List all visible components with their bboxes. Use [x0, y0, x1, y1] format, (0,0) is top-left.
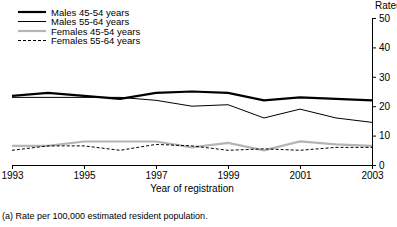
x-tick-label: 1993: [1, 170, 24, 181]
x-tick: 1999: [217, 165, 240, 181]
x-tick-label: 1995: [73, 170, 96, 181]
x-axis: 1993 1995 1997 1999 2001 2003: [1, 165, 384, 181]
x-tick-mark: [12, 165, 13, 169]
y-tick-label: 10: [379, 130, 391, 141]
y-tick-mark: [372, 106, 376, 107]
y-axis: 0 10 20 30 40 50: [372, 13, 391, 171]
x-tick: 1995: [73, 165, 96, 181]
x-tick-label: 1997: [145, 170, 168, 181]
legend-label: Females 55-64 years: [51, 35, 140, 46]
y-tick: 50: [372, 13, 391, 24]
series-line: [12, 92, 372, 101]
x-tick-label: 1999: [217, 170, 240, 181]
x-tick-label: 2003: [361, 170, 384, 181]
y-tick: 0: [372, 160, 385, 171]
y-tick-label: 40: [379, 42, 391, 53]
chart: 1993 1995 1997 1999 2001 20030 10 20 30 40 50 Males…: [0, 0, 397, 227]
y-tick-mark: [372, 77, 376, 78]
x-tick-mark: [156, 165, 157, 169]
y-tick-label: 0: [379, 160, 385, 171]
x-tick-mark: [300, 165, 301, 169]
legend-key: [18, 30, 46, 32]
y-tick: 20: [372, 101, 391, 112]
legend: Males 45-54 yearsMales 55-64 yearsFemale…: [18, 7, 140, 47]
footnote: (a) Rate per 100,000 estimated resident …: [2, 211, 208, 221]
x-tick-mark: [84, 165, 85, 169]
series-line: [12, 97, 372, 122]
legend-key: [18, 40, 46, 41]
lines: [12, 92, 372, 151]
x-tick: 2001: [289, 165, 312, 181]
y-axis-title: Rate(a): [375, 0, 397, 11]
y-tick: 40: [372, 42, 391, 53]
x-tick: 1993: [1, 165, 24, 181]
y-tick-mark: [372, 47, 376, 48]
y-tick-mark: [372, 136, 376, 137]
y-axis-line: [373, 19, 377, 166]
x-tick-label: 2001: [289, 170, 312, 181]
y-tick-mark: [372, 18, 376, 19]
y-tick-label: 20: [379, 101, 391, 112]
y-tick-label: 50: [379, 13, 391, 24]
y-tick-label: 30: [379, 72, 391, 83]
legend-key: [18, 11, 46, 13]
y-tick-mark: [372, 165, 376, 166]
y-tick: 10: [372, 130, 391, 141]
y-tick: 30: [372, 72, 391, 83]
x-axis-line: [13, 166, 373, 170]
series-line: [12, 144, 372, 150]
x-tick-mark: [228, 165, 229, 169]
x-axis-title: Year of registration: [150, 183, 234, 194]
legend-key: [18, 21, 46, 22]
series-line: [12, 141, 372, 150]
x-tick: 1997: [145, 165, 168, 181]
